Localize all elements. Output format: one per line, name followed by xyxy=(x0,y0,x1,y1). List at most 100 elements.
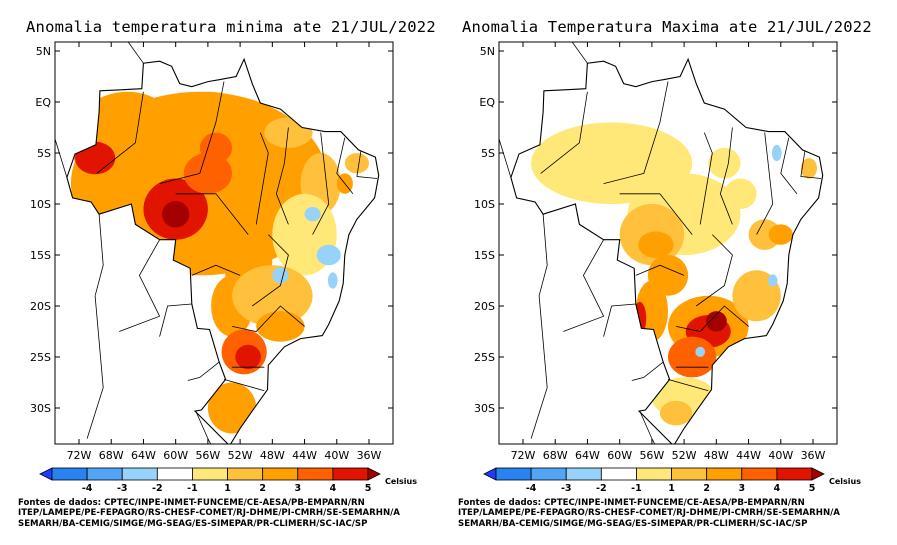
colorbar: -4 -3 -2 -1 1 2 3 4 5 Celsius xyxy=(39,467,417,494)
colorbar-cell xyxy=(776,467,813,481)
lat-label: 30S xyxy=(474,402,495,415)
border-line xyxy=(676,305,749,332)
anomaly-patch xyxy=(316,244,341,266)
source-line: SEMARH/BA-CEMIG/SIMGE/MG-SEAG/ES-SIMEPAR… xyxy=(18,518,368,529)
anomaly-field xyxy=(531,122,818,426)
border-lines xyxy=(499,42,824,444)
colorbar-unit: Celsius xyxy=(385,477,417,486)
anomaly-patch xyxy=(708,147,741,179)
anomaly-patch xyxy=(800,158,818,179)
colorbar-cell xyxy=(565,467,602,481)
border-line xyxy=(530,295,548,439)
anomaly-patch xyxy=(767,274,778,287)
colorbar-cell xyxy=(297,467,334,481)
border-line xyxy=(619,193,693,235)
lon-label: 64W xyxy=(575,449,600,462)
source-line: ITEP/LAMEPE/PE-FEPAGRO/RS-CHESF-COMET/RJ… xyxy=(458,508,840,519)
anomaly-patch xyxy=(638,231,674,259)
border-line xyxy=(187,361,220,381)
border-line xyxy=(96,91,144,174)
lon-label: 44W xyxy=(292,449,317,462)
lat-label: EQ xyxy=(479,96,495,109)
border-line xyxy=(312,132,330,235)
anomaly-field xyxy=(70,91,369,434)
brazil-outline xyxy=(510,57,824,444)
lat-label: 20S xyxy=(474,300,495,313)
border-line xyxy=(255,132,269,225)
min-data-sources: Fontes de dados: CPTEC/INPE-INMET-FUNCEM… xyxy=(18,498,400,529)
border-line xyxy=(667,379,709,392)
colorbar-tick-label: 1 xyxy=(224,483,231,494)
anomaly-patch xyxy=(695,346,706,357)
anomaly-patch xyxy=(327,272,338,289)
anomaly-patch xyxy=(232,265,313,327)
border-line xyxy=(175,193,249,235)
border-line xyxy=(540,91,588,174)
lon-label: 48W xyxy=(260,449,285,462)
colorbar-cell xyxy=(636,467,672,481)
lon-label: 44W xyxy=(736,449,761,462)
lat-label: 20S xyxy=(30,300,51,313)
lon-label: 40W xyxy=(324,449,349,462)
border-line xyxy=(119,239,161,332)
min-temp-map: 5N EQ 5S 10S 15S 20S 25S 30S 72W 68W 64W 60W 56W 52W 4… xyxy=(30,41,417,494)
border-line xyxy=(275,127,289,225)
map-frame xyxy=(498,41,838,445)
anomaly-patch xyxy=(264,117,313,148)
anomaly-patch xyxy=(659,400,693,426)
lon-label: 56W xyxy=(639,449,664,462)
colorbar-cell xyxy=(671,467,708,481)
border-line xyxy=(563,239,605,332)
colorbar-cell xyxy=(811,467,825,481)
anomaly-patch xyxy=(272,267,289,284)
colorbar-cell xyxy=(39,467,53,481)
lat-label: 10S xyxy=(30,198,51,211)
colorbar-cell xyxy=(262,467,299,481)
colorbar-tick-label: 5 xyxy=(809,483,816,494)
colorbar-tick-label: 2 xyxy=(703,483,710,494)
anomaly-patch xyxy=(668,336,717,378)
lon-label: 68W xyxy=(543,449,568,462)
lat-label: 5N xyxy=(36,45,51,58)
border-line xyxy=(780,137,798,195)
max-temp-panel: Anomalia Temperatura Maxima ate 21/JUL/2… xyxy=(444,0,884,545)
colorbar-cell xyxy=(483,467,497,481)
anomaly-patch xyxy=(768,224,793,245)
colorbar-cell xyxy=(51,467,88,481)
colorbar-tick-label: 4 xyxy=(330,483,337,494)
lon-label: 72W xyxy=(511,449,536,462)
anomaly-patch xyxy=(256,311,305,342)
colorbar-cell xyxy=(741,467,778,481)
colorbar-tick-label: 1 xyxy=(668,483,675,494)
source-line: SEMARH/BA-CEMIG/SIMGE/MG-SEAG/ES-SIMEPAR… xyxy=(458,518,808,529)
lon-label: 40W xyxy=(768,449,793,462)
border-line xyxy=(756,132,774,235)
colorbar-cell xyxy=(600,467,637,481)
border-line xyxy=(538,214,548,296)
colorbar-cell xyxy=(156,467,193,481)
colorbar-tick-label: 4 xyxy=(774,483,781,494)
source-line: ITEP/LAMEPE/PE-FEPAGRO/RS-CHESF-COMET/RJ… xyxy=(18,508,400,519)
lat-label: 15S xyxy=(30,249,51,262)
border-line xyxy=(195,410,212,444)
map-frame xyxy=(54,41,394,445)
anomaly-patch xyxy=(207,382,257,434)
lat-label: 10S xyxy=(474,198,495,211)
anomaly-patch xyxy=(161,200,190,228)
lon-label: 52W xyxy=(228,449,253,462)
lon-label: 56W xyxy=(195,449,220,462)
border-line xyxy=(631,361,664,381)
anomaly-patch xyxy=(74,141,116,175)
border-line xyxy=(635,264,685,276)
lat-label: 5S xyxy=(481,147,495,160)
colorbar-tick-label: 5 xyxy=(365,483,372,494)
border-line xyxy=(499,137,512,178)
lon-label: 64W xyxy=(131,449,156,462)
border-line xyxy=(223,379,265,392)
colorbar-cell xyxy=(227,467,264,481)
colorbar-cell xyxy=(530,467,567,481)
colorbar-tick-label: -2 xyxy=(152,483,163,494)
border-line xyxy=(232,305,305,332)
colorbar-cell xyxy=(192,467,228,481)
lat-label: 25S xyxy=(474,351,495,364)
